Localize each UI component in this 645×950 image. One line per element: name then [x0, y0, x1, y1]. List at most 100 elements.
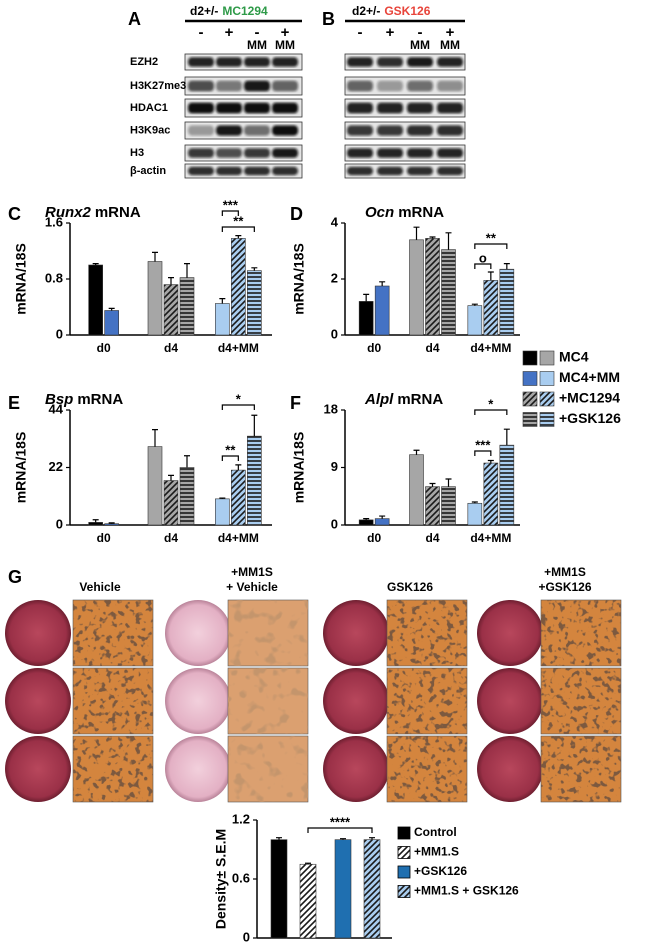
- legend-swatch: [539, 371, 555, 386]
- error-bar: [379, 515, 386, 519]
- lane-mm: MM: [275, 38, 295, 52]
- micrograph-texture: [541, 668, 621, 734]
- blot-band: [188, 57, 214, 67]
- blot-band: [407, 125, 433, 136]
- blot-band: [216, 102, 242, 114]
- column-header: +MM1S: [231, 565, 273, 579]
- blot-band: [188, 166, 214, 176]
- error-bar: [184, 263, 190, 278]
- lane-mm: MM: [440, 38, 460, 52]
- title-gene: Ocn: [365, 204, 394, 221]
- bar: [363, 839, 381, 939]
- blot-band: [347, 166, 373, 176]
- blot-band: [437, 148, 463, 158]
- bar: [299, 863, 317, 939]
- significance-bracket: [307, 827, 373, 833]
- significance-label: **: [486, 230, 497, 245]
- blot-band: [244, 80, 270, 92]
- blot-band: [272, 57, 298, 67]
- error-bar: [168, 474, 174, 481]
- x-tick-label: d4+MM: [218, 341, 259, 355]
- x-tick-label: d4+MM: [218, 531, 259, 545]
- micrograph-texture: [73, 736, 153, 802]
- significance-label: *: [488, 396, 494, 411]
- y-axis-label: mRNA/18S: [291, 243, 307, 315]
- bar: [104, 310, 119, 336]
- error-bar: [152, 429, 158, 447]
- micrograph-texture: [387, 736, 467, 802]
- error-bar: [429, 482, 436, 487]
- blot-band: [437, 80, 463, 92]
- blot-row-label: H3K9ac: [130, 124, 170, 136]
- blot-band: [272, 102, 298, 114]
- blot-band: [272, 125, 298, 136]
- blot-band: [377, 80, 403, 92]
- bar: [374, 285, 390, 336]
- legend-swatch: [522, 350, 538, 366]
- blot-band: [407, 80, 433, 92]
- bar: [467, 502, 483, 526]
- blot-strip: [184, 144, 303, 162]
- bar: [499, 444, 515, 526]
- blot-band: [377, 125, 403, 136]
- blot-band: [347, 125, 373, 136]
- culture-dish: [5, 668, 71, 734]
- bar: [441, 486, 456, 526]
- error-bar: [251, 267, 258, 271]
- micrograph-texture: [541, 736, 621, 802]
- panel-letter: F: [290, 393, 301, 413]
- title-measure: mRNA: [397, 391, 443, 408]
- blot-strip: [344, 121, 466, 140]
- error-bar: [413, 226, 420, 240]
- y-tick-label: 1.6: [45, 214, 63, 229]
- blot-band: [437, 125, 463, 136]
- legend-label: MC4+MM: [559, 369, 620, 385]
- chart-title: Bsp mRNA: [45, 391, 123, 408]
- y-axis-label: Density± S.E.M: [213, 829, 229, 929]
- y-tick-label: 2: [331, 270, 338, 285]
- x-tick-label: d0: [367, 531, 381, 545]
- micrograph-texture: [73, 668, 153, 734]
- significance-bracket: [221, 210, 239, 216]
- significance-label: ***: [475, 437, 491, 452]
- micrograph-texture: [541, 600, 621, 666]
- lane-sign: -: [358, 24, 363, 41]
- error-bar: [168, 277, 174, 285]
- bar: [425, 238, 440, 336]
- blot-band: [244, 148, 270, 158]
- blot-strip: [344, 163, 466, 179]
- significance-bracket: [221, 404, 255, 410]
- blot-band: [377, 166, 403, 176]
- blot-strip: [344, 98, 466, 118]
- error-bar: [108, 522, 115, 524]
- title-measure: mRNA: [77, 391, 123, 408]
- legend-swatch: [539, 391, 555, 407]
- y-tick-label: 0: [243, 929, 250, 944]
- chart-title: Alpl mRNA: [364, 391, 443, 408]
- blot-strip: [184, 98, 303, 118]
- bar: [163, 284, 179, 336]
- lane-sign: -: [199, 24, 204, 41]
- panel-letter: D: [290, 204, 303, 224]
- culture-dish: [165, 600, 231, 666]
- bar: [483, 280, 499, 336]
- blot-strip: [184, 163, 303, 179]
- blot-row-label: H3K27me3: [130, 80, 186, 92]
- micrograph-texture: [387, 668, 467, 734]
- error-bar: [369, 837, 375, 840]
- blot-header: d2+/- GSK126: [352, 4, 431, 18]
- header-label: d2+/-: [352, 4, 380, 18]
- error-bar: [429, 236, 436, 239]
- x-tick-label: d0: [367, 341, 381, 355]
- legend-swatch: [522, 412, 538, 427]
- error-bar: [503, 428, 510, 446]
- y-tick-label: 9: [331, 459, 338, 474]
- blot-band: [188, 102, 214, 114]
- lane-mm: MM: [410, 38, 430, 52]
- lane-sign: +: [281, 24, 290, 41]
- error-bar: [471, 303, 478, 306]
- legend-label: +MM1.S: [414, 845, 459, 859]
- error-bar: [487, 271, 494, 281]
- bar: [88, 264, 103, 336]
- y-tick-label: 44: [49, 401, 64, 416]
